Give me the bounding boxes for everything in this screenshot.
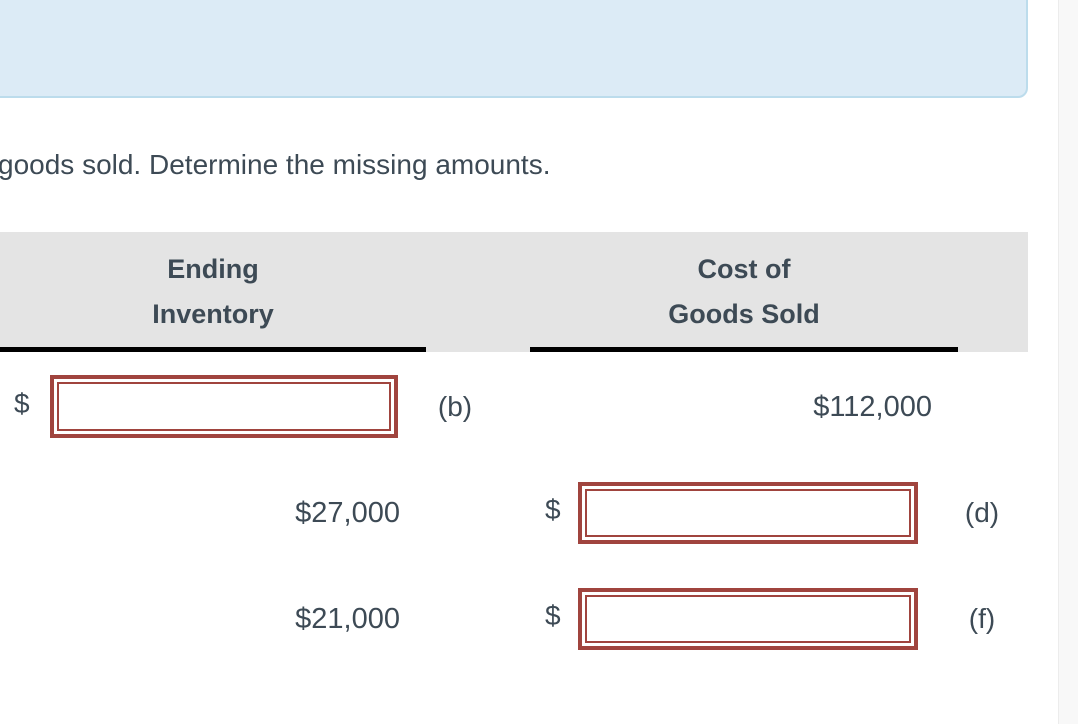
header-underline-cost-of-goods-sold (530, 347, 958, 352)
dollar-sign: $ (545, 600, 561, 631)
row-label-b: (b) (437, 391, 473, 422)
ending-inventory-value-21000: $21,000 (295, 603, 400, 635)
ending-inventory-value-27000: $27,000 (295, 497, 400, 529)
cogs-input-d[interactable] (585, 489, 911, 537)
ending-inventory-input-b[interactable] (57, 382, 391, 431)
row-label-d: (d) (964, 497, 1000, 528)
cogs-input-wrap (578, 588, 918, 650)
info-panel (0, 0, 1028, 98)
cogs-input-f[interactable] (585, 595, 911, 643)
dollar-sign: $ (545, 494, 561, 525)
column-header-cost-of-goods-sold: Cost of Goods Sold (668, 254, 820, 329)
header-underline-ending-inventory (0, 347, 426, 352)
cogs-input-wrap (578, 482, 918, 544)
scrollbar-track[interactable] (1058, 0, 1078, 724)
dollar-sign: $ (14, 388, 30, 419)
ending-inventory-input-wrap (50, 375, 398, 438)
table-header-band (0, 232, 1028, 352)
column-header-ending-inventory: Ending Inventory (152, 254, 274, 329)
row-label-f: (f) (968, 603, 996, 634)
cogs-value-112000: $112,000 (813, 391, 932, 423)
question-text: goods sold. Determine the missing amount… (0, 149, 551, 180)
